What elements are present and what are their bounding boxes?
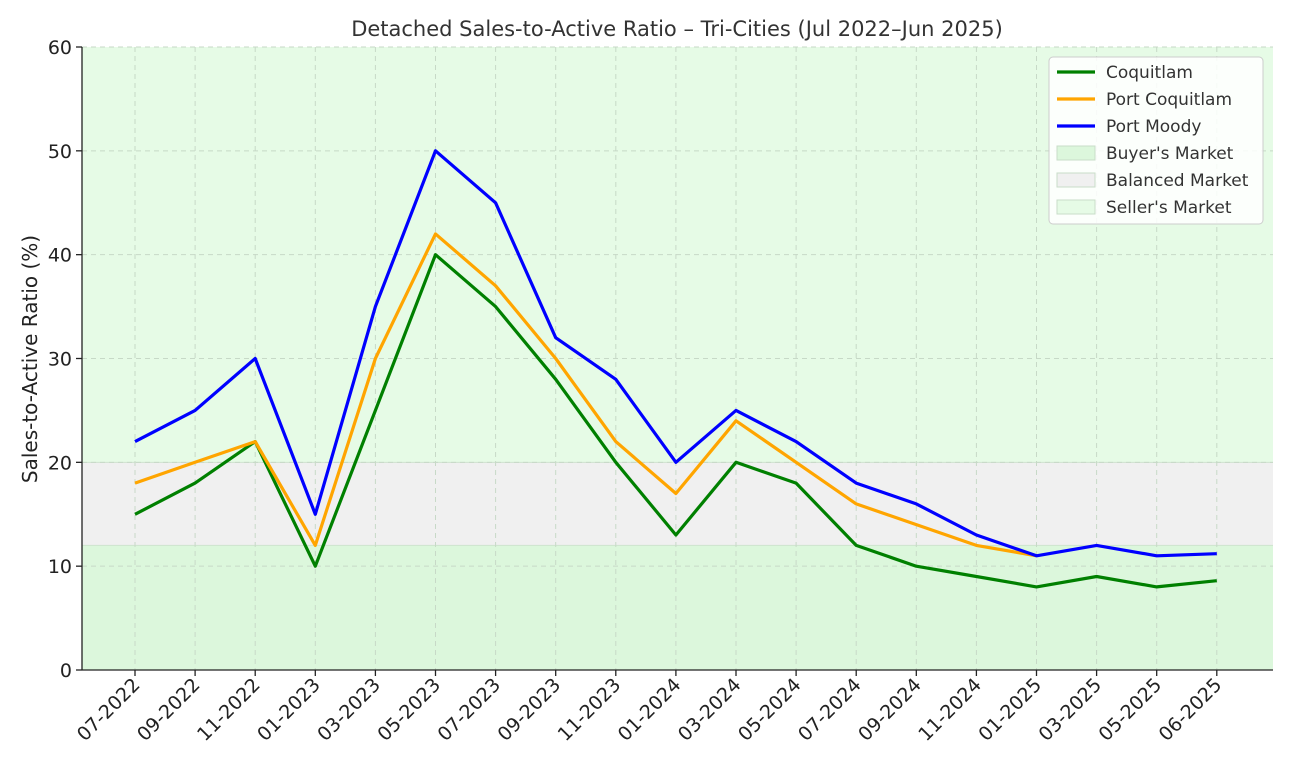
y-tick-label-0: 0	[60, 660, 72, 682]
x-tick-label-15: 01-2025	[974, 674, 1046, 746]
x-tick-label-3: 01-2023	[253, 674, 325, 746]
x-tick-label-7: 09-2023	[494, 674, 566, 746]
x-tick-label-18: 06-2025	[1155, 674, 1227, 746]
x-tick-label-13: 09-2024	[854, 674, 926, 746]
x-tick-label-10: 03-2024	[674, 674, 746, 746]
band-0	[82, 545, 1273, 670]
x-tick-label-14: 11-2024	[914, 674, 986, 746]
y-tick-label-6: 60	[48, 37, 72, 59]
x-tick-label-16: 03-2025	[1034, 674, 1106, 746]
x-tick-label-8: 11-2023	[554, 674, 626, 746]
legend-label-5: Seller's Market	[1106, 198, 1232, 218]
x-tick-label-9: 01-2024	[614, 674, 686, 746]
legend-label-4: Balanced Market	[1106, 171, 1249, 191]
legend-box	[1048, 56, 1264, 225]
series-line-2	[134, 149, 1217, 558]
y-tick-label-4: 40	[48, 245, 72, 267]
x-tick-label-2: 11-2022	[193, 674, 265, 746]
y-tick-label-5: 50	[48, 141, 72, 163]
x-tick-label-6: 07-2023	[433, 674, 505, 746]
y-tick-label-2: 20	[48, 452, 72, 474]
y-tick-label-1: 10	[48, 556, 72, 578]
x-tick-label-12: 07-2024	[794, 674, 866, 746]
x-tick-label-5: 05-2023	[373, 674, 445, 746]
x-tick-label-0: 07-2022	[73, 674, 145, 746]
legend-label-1: Port Coquitlam	[1106, 90, 1232, 110]
legend-swatch-4	[1056, 172, 1096, 188]
y-tick-label-3: 30	[48, 349, 72, 371]
x-tick-label-11: 05-2024	[734, 674, 806, 746]
series-lines	[134, 149, 1217, 589]
x-tick-label-1: 09-2022	[133, 674, 205, 746]
legend-label-3: Buyer's Market	[1106, 144, 1234, 164]
legend-label-0: Coquitlam	[1106, 63, 1193, 83]
series-line-0	[134, 253, 1217, 589]
x-tick-label-4: 03-2023	[313, 674, 385, 746]
legend: Coquitlam Port Coquitlam Port Moody Buyer's…	[1048, 56, 1264, 225]
chart-title: Detached Sales-to-Active Ratio – Tri-Cit…	[351, 17, 1003, 41]
legend-swatch-3	[1056, 145, 1096, 161]
y-axis-label: Sales-to-Active Ratio (%)	[18, 235, 42, 483]
legend-swatch-5	[1056, 199, 1096, 215]
x-tick-label-17: 05-2025	[1095, 674, 1167, 746]
series-line-1	[134, 232, 1037, 558]
legend-label-2: Port Moody	[1106, 117, 1201, 137]
